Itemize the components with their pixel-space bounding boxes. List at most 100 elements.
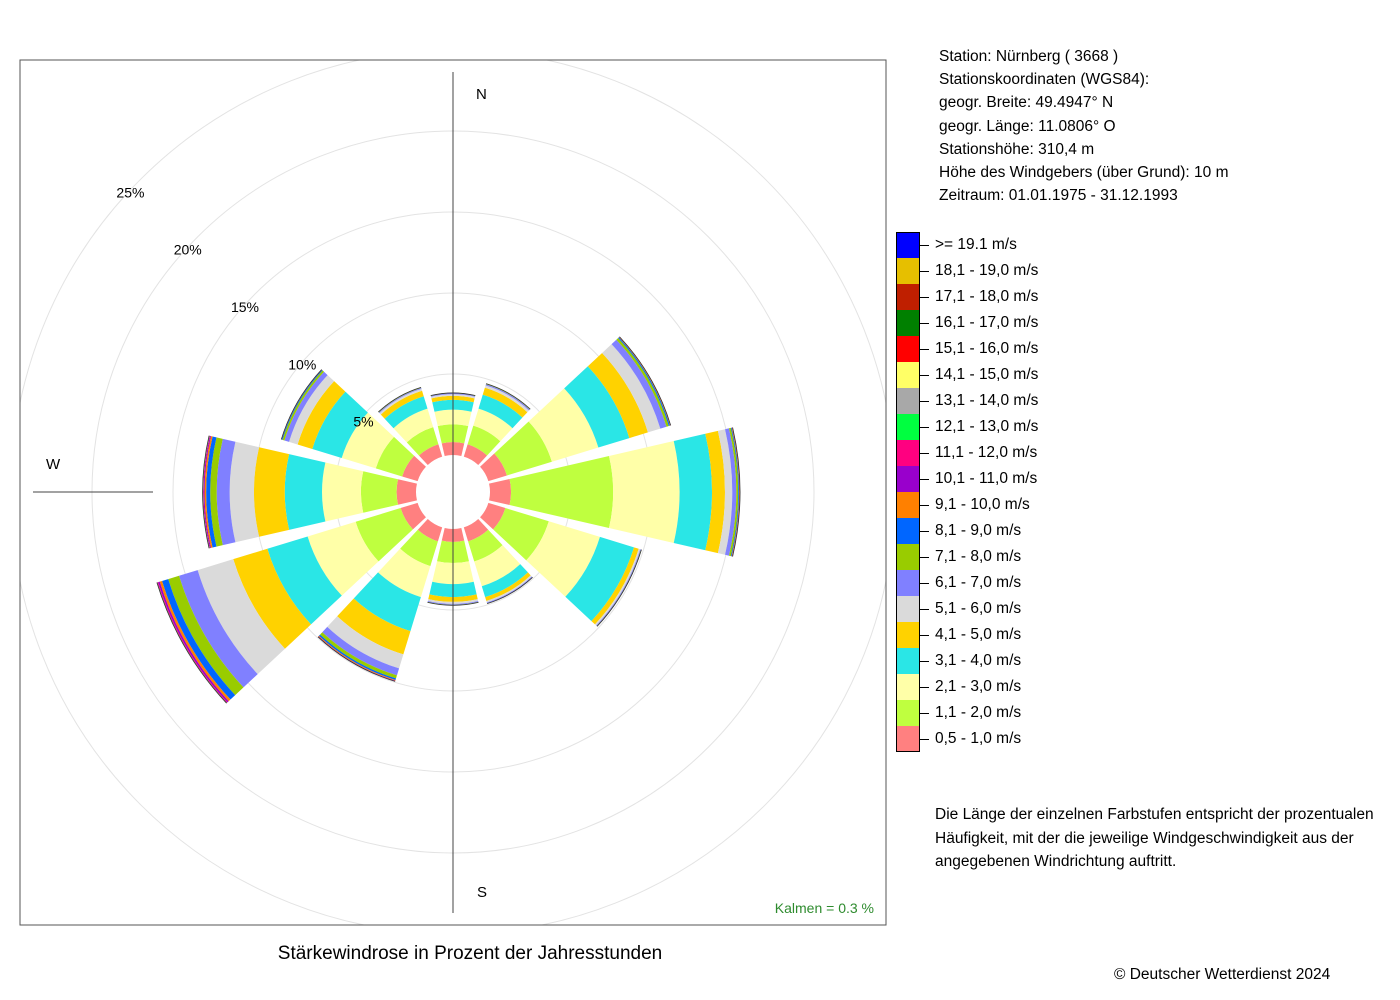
rose-segment [418,444,443,465]
legend-label: 18,1 - 19,0 m/s [935,262,1039,279]
rose-segment [379,388,423,415]
rose-segment [493,508,549,561]
legend-tick [920,687,929,688]
legend-label: 11,1 - 12,0 m/s [935,444,1038,461]
legend-label: 12,1 - 13,0 m/s [935,418,1039,435]
rose-segment [297,381,346,449]
rose-segment [611,339,667,429]
rose-segment [400,529,438,567]
rose-segment [717,429,733,555]
rose-segment [480,453,507,482]
rose-sector-edge [202,435,210,549]
rose-segment [353,572,421,632]
rose-segment [564,366,630,448]
rose-segment [731,427,740,557]
legend-label: 2,1 - 3,0 m/s [935,678,1022,695]
rose-segment [312,391,368,458]
rose-sector-edge [732,427,741,557]
legend-swatch [896,336,920,362]
legend-tick [920,505,929,506]
note-line: Häufigkeit, mit der die jeweilige Windge… [935,829,1354,847]
rose-segment [484,385,530,413]
plot-frame [19,59,887,926]
rose-segment [320,632,397,679]
rose-segment [482,387,528,418]
rose-segment [210,437,223,547]
compass-south: S [477,884,487,901]
rose-segment [728,427,739,557]
rose-sector-edge [487,577,533,604]
legend-tick [920,583,929,584]
legend-label: 3,1 - 4,0 m/s [935,652,1022,669]
legend-tick [920,401,929,402]
legend-label: 15,1 - 16,0 m/s [935,340,1039,357]
legend-swatch [896,362,920,388]
rose-segment [705,430,725,554]
legend-tick [920,661,929,662]
latitude: geogr. Breite: 49.4947° N [939,94,1114,112]
rose-segment [730,427,739,557]
rose-segment [380,390,424,419]
rose-segment [602,344,661,433]
period: Zeitraum: 01.01.1975 - 31.12.1993 [939,187,1178,205]
rose-segment [203,435,211,549]
ring-labels: 5% 10% 15% 20% 25% [116,184,373,429]
rose-segment [375,436,415,477]
rose-segment [233,548,312,649]
rose-segment [474,545,521,587]
legend-label: 5,1 - 6,0 m/s [935,600,1022,617]
ring-label: 25% [116,184,144,200]
rose-segment [427,599,479,604]
rose-segment [509,455,614,529]
rose-segment [206,436,217,548]
legend-swatch [896,622,920,648]
rose-segment [467,425,501,456]
legend-swatch [896,570,920,596]
rose-segment [179,570,258,688]
legend-label: 17,1 - 18,0 m/s [935,288,1039,305]
legend-swatch [896,466,920,492]
rose-sector-edge [280,369,322,440]
ring-label: 10% [288,356,316,372]
rose-segment [378,548,431,598]
compass-axes [33,72,454,913]
rose-segment [360,471,399,513]
rose-segment [609,441,680,543]
rose-segment [526,521,600,597]
sensor-height: Höhe des Windgebers (über Grund): 10 m [939,164,1229,182]
rose-segment [204,436,213,548]
legend-tick [920,479,929,480]
rose-segment [322,462,364,522]
legend-label: 14,1 - 15,0 m/s [935,366,1039,383]
legend-tick [920,349,929,350]
rose-segment [396,479,417,505]
legend-swatch [896,258,920,284]
rose-segment [216,438,236,546]
rose-segment [322,626,400,676]
rose-segment [402,455,426,482]
rose-sector-edge [156,582,227,704]
rose-segment [267,536,342,625]
wind-rose-chart: N S W Kalmen = 0.3 % 5% 10% 15% 20% 25% [19,59,887,926]
rose-segment [203,435,211,549]
rose-segment [393,408,434,443]
note-line: angegebenen Windrichtung auftritt. [935,853,1177,870]
rose-sector-edge [486,383,531,410]
legend-tick [920,245,929,246]
rose-segment [485,572,531,601]
ring-label: 15% [231,299,259,315]
legend-label: 0,5 - 1,0 m/s [935,730,1022,747]
rose-segment [254,447,290,537]
rose-segment [168,575,244,696]
station-name: Station: Nürnberg ( 3668 ) [939,48,1119,65]
rose-segment [489,478,512,506]
rose-segment [473,408,513,442]
rose-segment [384,396,428,429]
explanation-note: Die Länge der einzelnen Farbstufen entsp… [935,803,1374,874]
legend-swatch [896,440,920,466]
rose-segment [307,521,379,596]
ring-label: 5% [353,414,373,430]
legend-tick [920,427,929,428]
rose-segment [197,559,285,675]
legend-label: 4,1 - 5,0 m/s [935,626,1022,643]
